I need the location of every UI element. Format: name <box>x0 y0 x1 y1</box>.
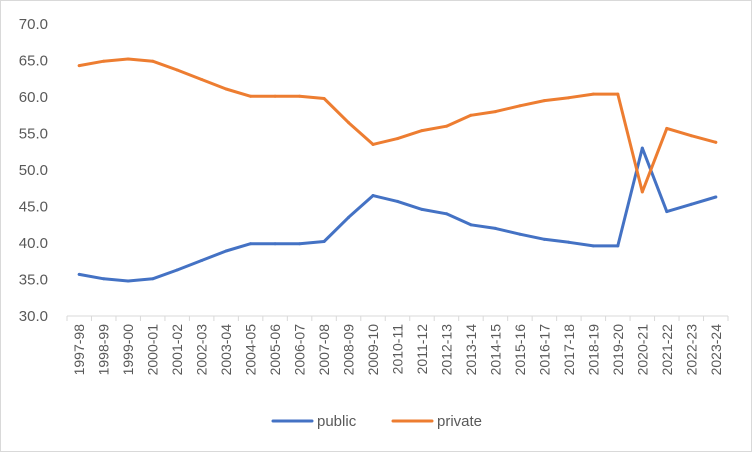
x-tick-label: 2019-20 <box>610 324 626 376</box>
data-point-private <box>420 129 424 133</box>
x-tick-label: 1999-00 <box>120 324 136 376</box>
y-tick-label: 70.0 <box>19 16 48 33</box>
legend-label-private: private <box>437 413 482 430</box>
data-point-private <box>102 59 106 63</box>
y-tick-label: 50.0 <box>19 162 48 179</box>
x-tick-label: 2020-21 <box>634 324 650 376</box>
x-tick-label: 2010-11 <box>390 324 406 375</box>
y-tick-label: 40.0 <box>19 235 48 252</box>
data-point-public <box>175 268 179 272</box>
x-tick-label: 2023-24 <box>708 324 724 376</box>
x-tick-label: 2018-19 <box>585 324 601 376</box>
data-point-private <box>396 137 399 141</box>
data-point-private <box>665 126 669 130</box>
data-point-private <box>298 94 302 98</box>
data-point-private <box>151 59 155 63</box>
data-point-public <box>200 259 204 263</box>
data-point-private <box>175 68 179 72</box>
x-tick-label: 2013-14 <box>463 324 479 376</box>
data-point-public <box>640 146 644 150</box>
data-point-private <box>322 96 326 100</box>
y-tick-label: 35.0 <box>19 272 48 289</box>
y-tick-label: 65.0 <box>19 53 48 70</box>
x-tick-label: 2022-23 <box>683 324 699 376</box>
x-tick-label: 2006-07 <box>292 324 308 376</box>
data-point-private <box>469 113 473 117</box>
x-tick-label: 2011-12 <box>414 324 430 375</box>
data-point-private <box>493 110 497 114</box>
data-point-public <box>493 226 497 230</box>
x-tick-label: 1997-98 <box>71 324 87 376</box>
x-tick-label: 2014-15 <box>487 324 503 376</box>
data-point-private <box>542 99 546 103</box>
data-point-private <box>224 87 228 91</box>
data-point-public <box>126 279 130 283</box>
x-tick-label: 2012-13 <box>438 324 454 376</box>
y-tick-label: 30.0 <box>19 308 48 325</box>
x-tick-label: 2015-16 <box>512 324 528 376</box>
x-tick-label: 2005-06 <box>267 324 283 376</box>
data-point-public <box>444 212 448 216</box>
data-point-public <box>102 277 106 281</box>
data-point-public <box>714 195 718 199</box>
data-point-public <box>151 277 155 281</box>
x-tick-label: 2007-08 <box>316 324 332 376</box>
data-point-private <box>371 142 375 146</box>
legend-label-public: public <box>317 413 357 430</box>
y-tick-label: 55.0 <box>19 126 48 143</box>
series-line-public <box>77 146 718 283</box>
data-point-private <box>444 124 448 128</box>
data-point-public <box>591 244 595 248</box>
data-point-public <box>469 223 473 227</box>
x-tick-label: 2017-18 <box>561 324 577 376</box>
data-point-private <box>714 140 718 144</box>
data-point-private <box>126 57 130 61</box>
data-point-public <box>77 272 81 276</box>
data-point-public <box>347 215 351 219</box>
x-tick-label: 2001-02 <box>169 324 185 376</box>
x-tick-label: 2016-17 <box>536 324 552 376</box>
data-point-public <box>249 242 253 246</box>
series-line-private <box>77 57 718 194</box>
data-point-private <box>591 92 595 96</box>
data-point-private <box>249 94 253 98</box>
data-point-public <box>420 207 424 211</box>
x-tick-label: 2009-10 <box>365 324 381 376</box>
data-point-public <box>371 194 375 198</box>
x-tick-label: 2008-09 <box>341 324 357 376</box>
data-point-private <box>518 104 522 108</box>
x-tick-label: 2004-05 <box>243 324 259 376</box>
data-point-private <box>200 77 204 81</box>
data-point-private <box>616 92 620 96</box>
data-point-public <box>322 240 326 244</box>
data-point-public <box>542 237 546 241</box>
x-tick-label: 2021-22 <box>659 324 675 376</box>
data-point-private <box>273 94 277 98</box>
data-point-private <box>689 134 693 138</box>
data-point-private <box>567 96 571 100</box>
data-point-public <box>518 232 522 236</box>
data-point-private <box>640 190 644 194</box>
data-point-public <box>665 210 669 214</box>
x-tick-label: 2000-01 <box>145 324 161 376</box>
data-point-public <box>567 240 571 244</box>
data-point-public <box>689 202 693 206</box>
x-tick-label: 2003-04 <box>218 324 234 376</box>
data-point-public <box>298 242 302 246</box>
data-point-public <box>616 244 620 248</box>
data-point-private <box>347 121 351 125</box>
data-point-public <box>273 242 277 246</box>
y-tick-label: 45.0 <box>19 199 48 216</box>
data-point-public <box>396 199 399 203</box>
data-point-private <box>77 64 81 68</box>
y-tick-label: 60.0 <box>19 89 48 106</box>
x-tick-label: 1998-99 <box>96 324 112 376</box>
data-point-public <box>224 249 228 253</box>
x-tick-label: 2002-03 <box>194 324 210 376</box>
